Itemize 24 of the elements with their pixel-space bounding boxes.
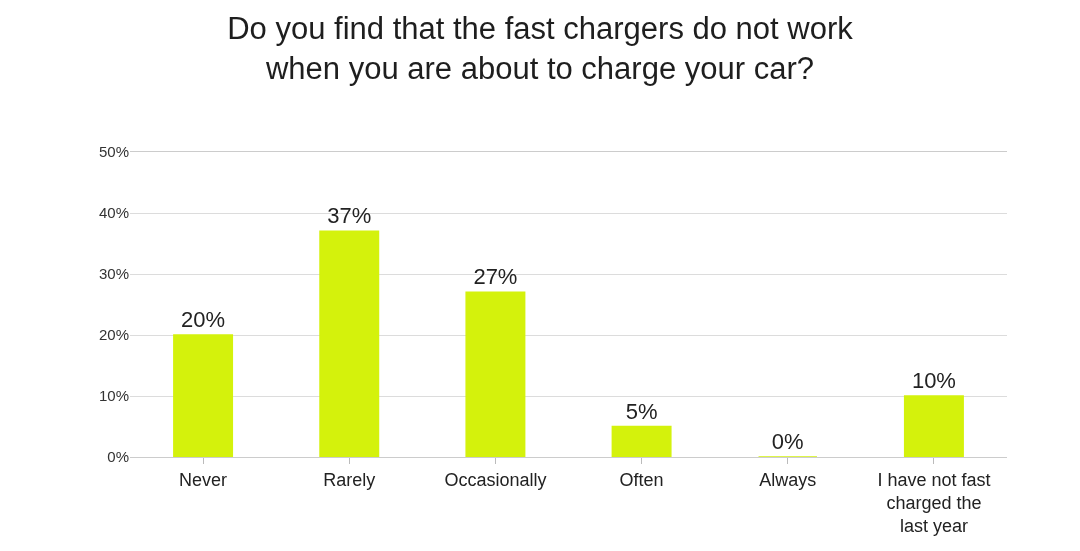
x-tick-label: I have not fast charged the last year [877, 469, 991, 537]
data-label: 0% [771, 429, 804, 454]
bar [611, 425, 672, 457]
data-label: 10% [911, 368, 956, 393]
x-tick-label: Occasionally [444, 469, 547, 490]
x-tick-label: Always [759, 469, 817, 490]
y-tick-label: 0% [107, 448, 129, 466]
y-tick-label: 50% [98, 143, 129, 161]
y-tick-label: 10% [98, 387, 129, 405]
x-tick-label: Often [619, 469, 664, 490]
chart-title: Do you find that the fast chargers do not work when you are about to charge your car? [227, 10, 854, 86]
bar [465, 291, 526, 457]
data-label: 37% [327, 203, 372, 229]
y-tick-label: 40% [98, 204, 129, 222]
x-tick-label: Never [179, 469, 228, 490]
bar [903, 395, 964, 457]
data-label: 27% [473, 264, 518, 290]
x-tick-label: Rarely [323, 469, 376, 490]
y-tick-label: 30% [98, 265, 129, 283]
data-label: 5% [625, 398, 658, 424]
bar [173, 334, 234, 457]
y-tick-label: 20% [98, 326, 129, 344]
data-label: 20% [181, 307, 226, 332]
bar [319, 230, 380, 457]
